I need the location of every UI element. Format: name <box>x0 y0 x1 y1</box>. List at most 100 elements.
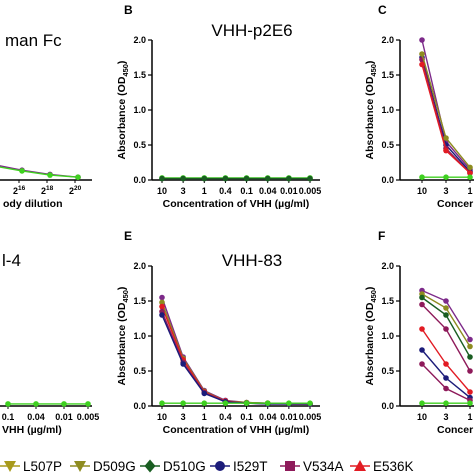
panel-a: man Fc 216 218 220 ody dilution <box>0 31 92 210</box>
y-tick-label: 1.0 <box>381 331 394 341</box>
panel-letter-b: B <box>124 3 133 17</box>
data-point <box>443 135 449 141</box>
x-tick-label: 0.1 <box>2 412 15 422</box>
y-tick-label: 0.0 <box>381 175 394 185</box>
series-line <box>419 400 473 407</box>
y-tick-label: 1.0 <box>133 105 146 115</box>
data-point <box>286 175 292 182</box>
series-line <box>5 401 91 407</box>
y-tick-label: 0.0 <box>381 401 394 411</box>
panel-b: B VHH-p2E6 0.0 0.5 1.0 1.5 2.0 Absorbance (OD45… <box>116 3 321 210</box>
legend: L507P D509G D510G I529T V534A E536K <box>0 459 414 474</box>
data-point <box>467 170 473 176</box>
y-tick-label: 1.5 <box>133 296 146 306</box>
legend-label: I529T <box>233 459 268 474</box>
data-point <box>180 400 186 407</box>
y-tick-label: 2.0 <box>133 35 146 45</box>
data-point <box>5 401 11 407</box>
x-tick-label: 10 <box>157 412 167 422</box>
panel-title: VHH-83 <box>222 251 282 270</box>
series-path <box>0 165 79 178</box>
panel-d: l-4 0.1 0.04 0.01 0.005 VHH (µg/ml) <box>0 251 99 436</box>
x-tick-label: 0.1 <box>240 186 253 196</box>
data-point <box>85 401 91 407</box>
x-tick-label: 0.005 <box>299 412 322 422</box>
x-axis-title: Concer <box>437 424 473 436</box>
panel-letter-f: F <box>378 229 385 243</box>
y-tick-label: 1.5 <box>381 70 394 80</box>
data-point <box>47 172 53 178</box>
data-point <box>159 303 165 310</box>
panel-c: C 0.0 0.5 1.0 1.5 2.0 Absorbance (OD450) 10 3 1 Co… <box>364 3 474 210</box>
y-tick-label: 2.0 <box>381 35 394 45</box>
y-tick-label: 0.0 <box>133 401 146 411</box>
data-point <box>222 175 229 182</box>
x-tick-label: 1 <box>202 412 207 422</box>
legend-marker <box>4 461 16 472</box>
data-point <box>201 400 208 407</box>
x-tick-label: 0.005 <box>77 412 100 422</box>
data-point <box>467 164 473 171</box>
y-tick-label: 2.0 <box>381 261 394 271</box>
data-point <box>159 312 165 318</box>
data-point <box>467 343 473 350</box>
data-point <box>201 175 208 182</box>
data-point <box>180 175 186 182</box>
data-point <box>467 389 473 395</box>
y-tick-label: 0.5 <box>133 366 146 376</box>
panel-title: man Fc <box>5 31 62 50</box>
y-tick-label: 0.0 <box>133 175 146 185</box>
data-point <box>307 400 313 407</box>
data-point <box>443 375 449 381</box>
legend-item-l507p: L507P <box>0 459 62 474</box>
x-tick-label: 1 <box>202 186 207 196</box>
x-tick-label: 10 <box>157 186 167 196</box>
data-point <box>443 361 449 367</box>
x-tick-label: 0.1 <box>240 412 253 422</box>
data-point <box>419 174 425 180</box>
data-point <box>159 175 165 182</box>
legend-item-d509g: D509G <box>70 459 136 474</box>
data-point <box>243 400 250 407</box>
data-point <box>75 174 81 180</box>
series-line <box>159 400 313 407</box>
series-line <box>0 165 81 180</box>
y-tick-label: 0.5 <box>381 366 394 376</box>
data-point <box>443 312 449 318</box>
series-line <box>159 294 313 407</box>
legend-marker <box>285 461 295 471</box>
x-tick-label: 0.005 <box>299 186 322 196</box>
y-tick-label: 2.0 <box>133 261 146 271</box>
data-point <box>419 400 425 407</box>
x-tick-label: 0.01 <box>55 412 73 422</box>
data-point <box>419 51 425 57</box>
x-tick-label: 0.01 <box>280 412 298 422</box>
data-point <box>467 354 473 360</box>
x-tick-label: 0.04 <box>27 412 45 422</box>
data-point <box>419 294 425 301</box>
data-point <box>19 168 25 174</box>
legend-label: E536K <box>373 459 414 474</box>
x-tick-label: 1 <box>467 186 472 196</box>
data-point <box>159 294 165 301</box>
data-point <box>467 336 473 343</box>
x-tick-label: 218 <box>41 185 54 196</box>
series-path <box>421 57 471 173</box>
data-point <box>467 368 473 374</box>
series-line <box>419 61 473 176</box>
legend-marker <box>215 461 225 471</box>
y-tick-label: 1.0 <box>133 331 146 341</box>
y-axis-title: Absorbance (OD450) <box>364 61 378 160</box>
x-tick-label: 10 <box>417 412 427 422</box>
data-point <box>264 400 271 407</box>
panel-e: E VHH-83 0.0 0.5 1.0 1.5 2.0 Absorbance (OD450)… <box>116 229 321 436</box>
data-point <box>467 174 473 180</box>
data-point <box>443 385 449 392</box>
series-line <box>419 301 473 374</box>
data-point <box>443 147 449 154</box>
panel-title: VHH-p2E6 <box>211 21 292 40</box>
legend-label: D510G <box>163 459 206 474</box>
x-axis-title: Concentration of VHH (µg/ml) <box>163 424 310 436</box>
data-point <box>243 175 250 182</box>
